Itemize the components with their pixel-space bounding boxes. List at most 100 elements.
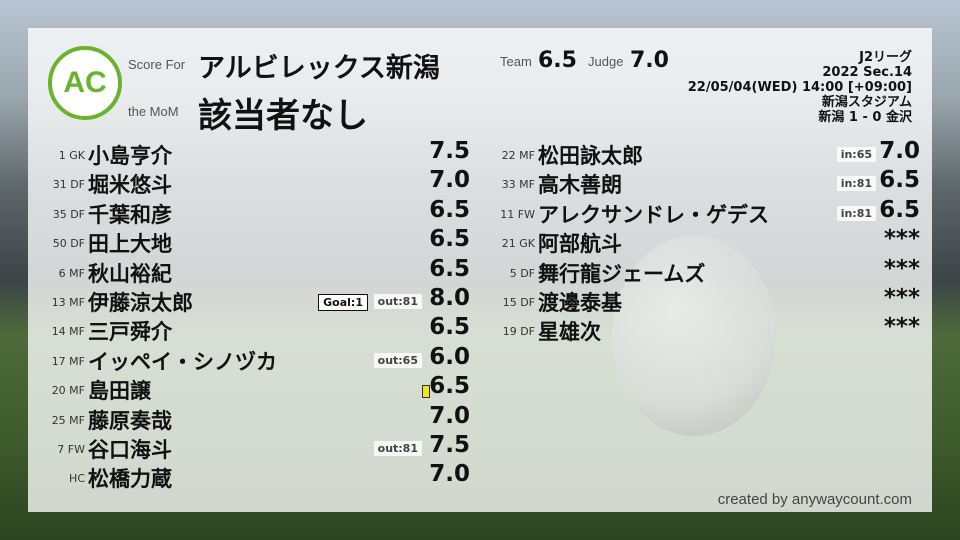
player-name: 松橋力蔵 bbox=[88, 467, 172, 492]
match-info: J2リーグ 2022 Sec.14 22/05/04(WED) 14:00 [+… bbox=[688, 50, 912, 125]
score-for-label: Score For bbox=[128, 57, 186, 72]
player-position: 11 FW bbox=[500, 207, 535, 221]
player-score: 8.0 bbox=[429, 285, 470, 311]
score-panel bbox=[28, 28, 932, 512]
substitution-badge: out:81 bbox=[373, 441, 422, 456]
substitution-badge: in:81 bbox=[836, 176, 876, 192]
player-score: 6.5 bbox=[429, 196, 470, 223]
player-row: 7 FW 谷口海斗 7.5 out:81 bbox=[30, 432, 470, 462]
team-score: 6.5 bbox=[538, 48, 577, 73]
player-name: 小島亨介 bbox=[88, 144, 172, 168]
player-row: 11 FW アレクサンドレ・ゲデス 6.5 in:81 bbox=[480, 196, 920, 227]
player-position: 21 GK bbox=[501, 237, 535, 251]
player-position: 22 MF bbox=[501, 149, 535, 162]
player-name: 田上大地 bbox=[88, 232, 172, 257]
player-name: 谷口海斗 bbox=[88, 438, 172, 462]
soccer-ball-image bbox=[612, 236, 776, 436]
player-position: 25 MF bbox=[51, 413, 85, 427]
player-row: 25 MF 藤原奏哉 7.0 bbox=[30, 402, 470, 433]
datetime: 22/05/04(WED) 14:00 [+09:00] bbox=[687, 80, 912, 95]
team-name: アルビレックス新潟 bbox=[198, 53, 440, 84]
player-score: 6.5 bbox=[429, 226, 470, 253]
player-position: 31 DF bbox=[52, 178, 85, 192]
league: J2リーグ bbox=[859, 50, 912, 65]
credit: created by anywaycount.com bbox=[717, 491, 912, 508]
mom-name: 該当者なし bbox=[198, 96, 368, 136]
player-row: 19 DF 星雄次 *** bbox=[480, 314, 920, 345]
player-name: 星雄次 bbox=[538, 320, 601, 345]
player-name: 千葉和彦 bbox=[88, 202, 172, 227]
player-row: 1 GK 小島亨介 7.5 bbox=[30, 138, 470, 168]
player-row: 6 MF 秋山裕紀 6.5 bbox=[30, 255, 470, 286]
player-name: アレクサンドレ・ゲデス bbox=[538, 202, 769, 227]
player-row: 13 MF 伊藤涼太郎 8.0 out:81 Goal:1 bbox=[30, 285, 470, 315]
player-position: 50 DF bbox=[52, 237, 85, 251]
player-score: 6.5 bbox=[879, 167, 920, 194]
player-name: 高木善朗 bbox=[538, 173, 622, 198]
player-position: 7 FW bbox=[57, 443, 85, 456]
substitution-badge: out:81 bbox=[373, 294, 422, 309]
team-score-label: Team bbox=[500, 54, 532, 69]
player-position: 1 GK bbox=[58, 149, 85, 162]
player-position: 14 MF bbox=[51, 325, 85, 339]
player-score: *** bbox=[883, 255, 920, 282]
player-position: 33 MF bbox=[501, 178, 535, 192]
player-row: 14 MF 三戸舜介 6.5 bbox=[30, 314, 470, 344]
player-position: 13 MF bbox=[51, 296, 85, 309]
player-row: 21 GK 阿部航斗 *** bbox=[480, 226, 920, 257]
player-name: 秋山裕紀 bbox=[88, 261, 172, 286]
player-row: 20 MF 島田譲 6.5 bbox=[30, 373, 470, 404]
result: 新潟 1 - 0 金沢 bbox=[818, 110, 912, 125]
player-row: 22 MF 松田詠太郎 7.0 in:65 bbox=[480, 138, 920, 168]
player-row: HC 松橋力蔵 7.0 bbox=[30, 461, 470, 492]
player-score: 7.0 bbox=[429, 461, 470, 488]
player-score: *** bbox=[883, 285, 920, 311]
substitution-badge: out:65 bbox=[373, 352, 422, 368]
player-score: 6.0 bbox=[429, 343, 470, 370]
goal-badge: Goal:1 bbox=[318, 294, 368, 311]
player-score: 7.5 bbox=[429, 138, 470, 164]
player-position: 19 DF bbox=[502, 325, 535, 339]
mom-label: the MoM bbox=[128, 104, 179, 119]
substitution-badge: in:65 bbox=[836, 147, 876, 162]
player-name: 阿部航斗 bbox=[538, 232, 622, 257]
player-name: 舞行龍ジェームズ bbox=[538, 261, 706, 286]
judge-score-label: Judge bbox=[588, 54, 624, 69]
player-name: イッペイ・シノヅカ bbox=[88, 349, 277, 374]
substitution-badge: in:81 bbox=[836, 205, 876, 221]
player-row: 50 DF 田上大地 6.5 bbox=[30, 226, 470, 257]
player-score: 7.0 bbox=[879, 138, 920, 164]
anywaycount-logo: AC bbox=[48, 46, 122, 120]
player-row: 35 DF 千葉和彦 6.5 bbox=[30, 196, 470, 227]
player-score: 6.5 bbox=[429, 255, 470, 282]
player-position: 5 DF bbox=[509, 266, 535, 280]
player-row: 5 DF 舞行龍ジェームズ *** bbox=[480, 255, 920, 286]
player-row: 33 MF 高木善朗 6.5 in:81 bbox=[480, 167, 920, 198]
stadium: 新潟スタジアム bbox=[821, 95, 912, 110]
player-score: 7.0 bbox=[429, 167, 470, 194]
player-score: 6.5 bbox=[429, 314, 470, 341]
player-name: 松田詠太郎 bbox=[538, 144, 643, 168]
player-position: 6 MF bbox=[58, 266, 85, 280]
player-row: 17 MF イッペイ・シノヅカ 6.0 out:65 bbox=[30, 343, 470, 374]
player-row: 31 DF 堀米悠斗 7.0 bbox=[30, 167, 470, 198]
player-score: *** bbox=[883, 314, 920, 341]
judge-score: 7.0 bbox=[630, 48, 669, 73]
player-row: 15 DF 渡邊泰基 *** bbox=[480, 285, 920, 315]
player-score: 7.5 bbox=[429, 432, 470, 458]
player-name: 島田譲 bbox=[88, 379, 151, 404]
player-score: 6.5 bbox=[429, 373, 470, 400]
player-position: HC bbox=[69, 472, 85, 486]
player-name: 堀米悠斗 bbox=[88, 173, 172, 198]
player-position: 20 MF bbox=[51, 384, 85, 398]
player-name: 伊藤涼太郎 bbox=[88, 291, 193, 315]
yellow-card-icon bbox=[422, 385, 430, 399]
player-score: 7.0 bbox=[429, 402, 470, 429]
player-name: 渡邊泰基 bbox=[538, 291, 622, 315]
player-score: 6.5 bbox=[879, 196, 920, 223]
player-name: 藤原奏哉 bbox=[88, 408, 172, 433]
player-position: 15 DF bbox=[502, 296, 535, 309]
player-position: 35 DF bbox=[52, 207, 85, 221]
section: 2022 Sec.14 bbox=[822, 65, 912, 80]
player-score: *** bbox=[883, 226, 920, 253]
